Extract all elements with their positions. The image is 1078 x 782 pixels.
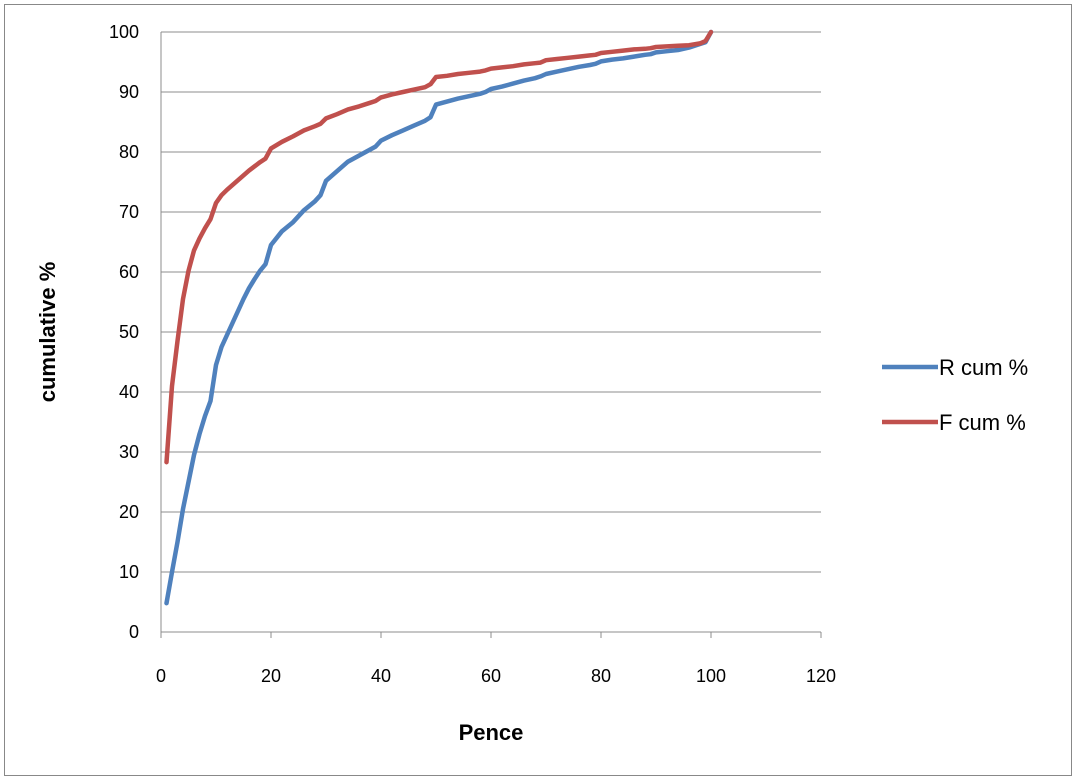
y-tick-label: 60: [119, 262, 139, 282]
x-axis-title: Pence: [459, 720, 524, 745]
gridlines: [161, 31, 821, 573]
y-tick-label: 0: [129, 622, 139, 642]
y-tick-label: 10: [119, 562, 139, 582]
y-tick-label: 30: [119, 442, 139, 462]
x-tick-label: 0: [156, 666, 166, 686]
axes: [160, 32, 822, 638]
x-tick-label: 80: [591, 666, 611, 686]
chart-frame: [4, 4, 1072, 776]
y-tick-labels: 0 10 20 30 40 50 60 70 80 90 100: [109, 22, 139, 642]
x-tick-label: 120: [806, 666, 836, 686]
x-tick-label: 20: [261, 666, 281, 686]
legend: R cum % F cum %: [882, 355, 1028, 435]
legend-label: R cum %: [939, 355, 1028, 380]
x-tick-label: 100: [696, 666, 726, 686]
legend-label: F cum %: [939, 410, 1026, 435]
series-line-r-cum: [164, 29, 714, 606]
series-line-f-cum: [164, 29, 714, 465]
y-tick-label: 90: [119, 82, 139, 102]
series-lines: [164, 29, 714, 606]
y-tick-label: 20: [119, 502, 139, 522]
y-axis-title: cumulative %: [35, 262, 60, 403]
y-tick-label: 40: [119, 382, 139, 402]
x-tick-label: 40: [371, 666, 391, 686]
x-tick-label: 60: [481, 666, 501, 686]
y-tick-label: 100: [109, 22, 139, 42]
y-tick-label: 50: [119, 322, 139, 342]
y-tick-label: 80: [119, 142, 139, 162]
x-tick-labels: 0 20 40 60 80 100 120: [156, 666, 836, 686]
y-tick-label: 70: [119, 202, 139, 222]
